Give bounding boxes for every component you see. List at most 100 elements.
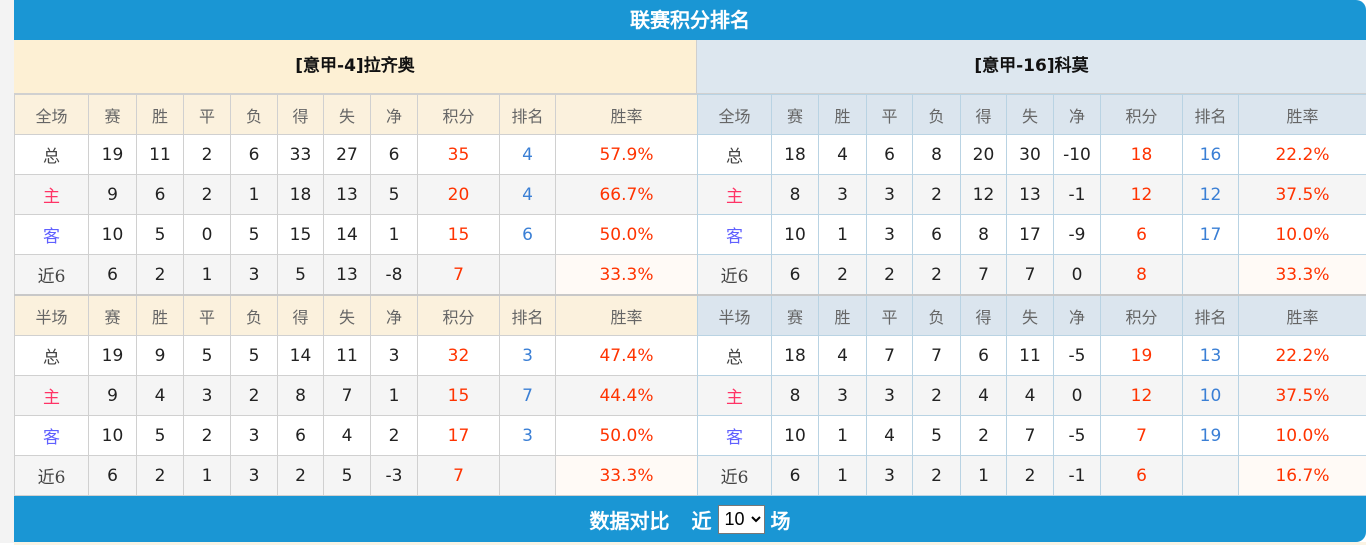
cell-5: 4 (961, 376, 1007, 416)
cell-1: 9 (89, 175, 137, 215)
column-header: 胜 (137, 95, 184, 135)
column-header: 全场 (698, 95, 772, 135)
cell-9: 17 (1183, 215, 1239, 255)
cell-10: 22.2% (1239, 135, 1366, 175)
column-header: 胜 (819, 95, 867, 135)
cell-7: 0 (1054, 376, 1101, 416)
cell-7: 3 (371, 336, 418, 376)
cell-4: 2 (913, 255, 961, 296)
cell-10: 66.7% (556, 175, 698, 215)
cell-4: 3 (231, 255, 278, 296)
cell-4: 8 (913, 135, 961, 175)
column-header: 排名 (500, 95, 556, 135)
column-header: 赛 (772, 295, 819, 336)
cell-1: 10 (89, 416, 137, 456)
cell-2: 2 (137, 255, 184, 296)
cell-1: 19 (89, 336, 137, 376)
cell-6: 5 (324, 456, 371, 496)
cell-2: 1 (819, 215, 867, 255)
column-header: 胜率 (556, 95, 698, 135)
cell-6: 17 (1007, 215, 1054, 255)
header-row: 全场赛胜平负得失净积分排名胜率 (15, 95, 698, 135)
cell-8: 7 (1101, 416, 1183, 456)
cell-5: 8 (278, 376, 324, 416)
cell-2: 1 (819, 416, 867, 456)
column-header: 平 (867, 295, 913, 336)
cell-7: -1 (1054, 175, 1101, 215)
row-label: 近6 (698, 255, 772, 296)
cell-9: 3 (500, 416, 556, 456)
cell-6: 30 (1007, 135, 1054, 175)
cell-9: 12 (1183, 175, 1239, 215)
cell-4: 2 (913, 376, 961, 416)
cell-1: 18 (772, 135, 819, 175)
cell-1: 6 (89, 456, 137, 496)
column-header: 得 (961, 95, 1007, 135)
cell-9 (500, 255, 556, 296)
column-header: 排名 (1183, 95, 1239, 135)
cell-4: 3 (231, 416, 278, 456)
cell-2: 4 (819, 135, 867, 175)
column-header: 负 (231, 95, 278, 135)
cell-10: 37.5% (1239, 376, 1366, 416)
cell-7: 1 (371, 376, 418, 416)
cell-1: 6 (772, 255, 819, 296)
column-header: 胜率 (556, 295, 698, 336)
cell-5: 6 (961, 336, 1007, 376)
cell-9: 4 (500, 135, 556, 175)
cell-10: 10.0% (1239, 215, 1366, 255)
cell-1: 8 (772, 175, 819, 215)
cell-5: 1 (961, 456, 1007, 496)
cell-4: 5 (913, 416, 961, 456)
cell-1: 8 (772, 376, 819, 416)
cell-3: 2 (184, 135, 231, 175)
cell-7: -10 (1054, 135, 1101, 175)
cell-8: 12 (1101, 175, 1183, 215)
cell-6: 7 (1007, 416, 1054, 456)
cell-4: 7 (913, 336, 961, 376)
recent-matches-select[interactable]: 10 (718, 505, 765, 534)
column-header: 平 (184, 295, 231, 336)
row-label: 近6 (698, 456, 772, 496)
cell-6: 14 (324, 215, 371, 255)
cell-6: 7 (324, 376, 371, 416)
cell-3: 3 (867, 175, 913, 215)
cell-1: 10 (89, 215, 137, 255)
cell-5: 2 (278, 456, 324, 496)
cell-5: 7 (961, 255, 1007, 296)
column-header: 胜 (819, 295, 867, 336)
row-label: 近6 (15, 255, 89, 296)
row-label: 主 (15, 175, 89, 215)
cell-3: 2 (184, 416, 231, 456)
cell-8: 18 (1101, 135, 1183, 175)
column-header: 失 (324, 295, 371, 336)
cell-2: 6 (137, 175, 184, 215)
cell-6: 27 (324, 135, 371, 175)
compare-suffix: 场 (771, 505, 791, 534)
cell-10: 50.0% (556, 416, 698, 456)
cell-1: 19 (89, 135, 137, 175)
row-label: 总 (698, 135, 772, 175)
column-header: 平 (184, 95, 231, 135)
column-header: 赛 (89, 295, 137, 336)
cell-3: 6 (867, 135, 913, 175)
cell-7: 1 (371, 215, 418, 255)
cell-9: 6 (500, 215, 556, 255)
cell-2: 3 (819, 376, 867, 416)
cell-9: 16 (1183, 135, 1239, 175)
cell-3: 1 (184, 255, 231, 296)
cell-10: 33.3% (1239, 255, 1366, 296)
header-row: 半场赛胜平负得失净积分排名胜率 (15, 295, 698, 336)
cell-8: 35 (418, 135, 500, 175)
cell-4: 6 (913, 215, 961, 255)
cell-5: 33 (278, 135, 324, 175)
column-header: 赛 (772, 95, 819, 135)
cell-8: 7 (418, 255, 500, 296)
cell-8: 8 (1101, 255, 1183, 296)
cell-6: 13 (324, 255, 371, 296)
